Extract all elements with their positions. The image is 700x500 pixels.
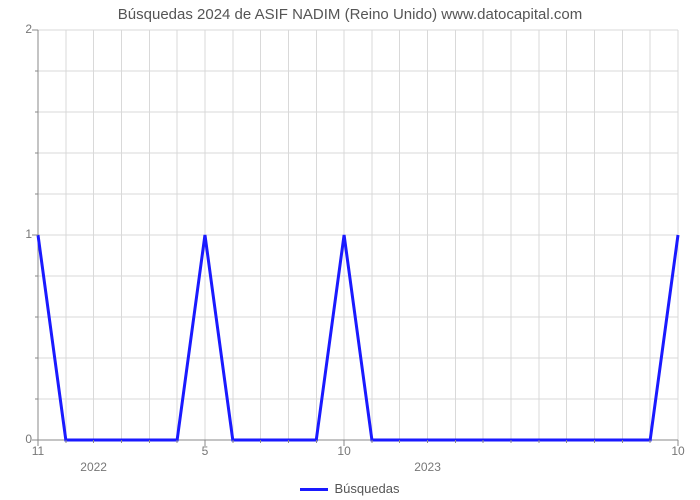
x-tick-label: 11 — [32, 444, 44, 458]
plot-area — [38, 30, 678, 440]
chart-title: Búsquedas 2024 de ASIF NADIM (Reino Unid… — [0, 6, 700, 23]
x-tick-label: 5 — [202, 444, 209, 458]
legend-swatch — [300, 488, 328, 491]
legend: Búsquedas — [0, 481, 700, 496]
x-tick-label: 10 — [337, 444, 350, 458]
y-tick-label: 0 — [4, 432, 32, 446]
x-year-label: 2023 — [414, 460, 441, 474]
series-line — [38, 235, 678, 440]
legend-label: Búsquedas — [334, 481, 399, 496]
x-tick-label: 10 — [671, 444, 684, 458]
y-tick-label: 2 — [4, 22, 32, 36]
chart-container: Búsquedas 2024 de ASIF NADIM (Reino Unid… — [0, 0, 700, 500]
x-year-label: 2022 — [80, 460, 107, 474]
y-tick-label: 1 — [4, 227, 32, 241]
